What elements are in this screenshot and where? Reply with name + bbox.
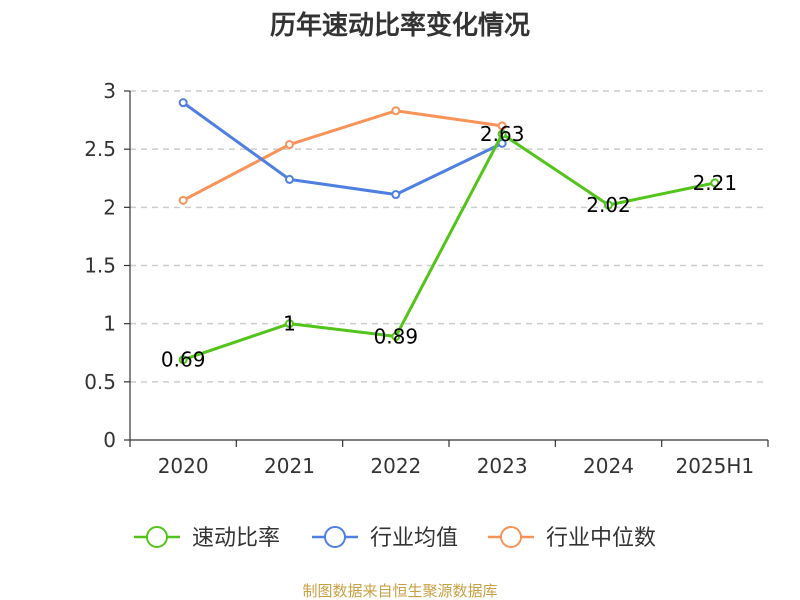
data-label: 2.63 bbox=[480, 122, 525, 146]
data-point[interactable] bbox=[710, 178, 720, 188]
legend[interactable]: 速动比率 行业均值 行业中位数 bbox=[134, 526, 656, 551]
series-line-2 bbox=[182, 109, 503, 202]
data-label: 2.02 bbox=[586, 193, 631, 217]
y-axis-labels: 0 0.5 1 1.5 2 2.5 3 bbox=[84, 79, 116, 452]
data-point[interactable] bbox=[391, 190, 401, 200]
y-tick-label: 2 bbox=[103, 195, 116, 219]
legend-marker bbox=[500, 526, 522, 548]
legend-marker bbox=[146, 526, 168, 548]
series bbox=[178, 98, 720, 365]
data-point[interactable] bbox=[391, 331, 401, 341]
data-labels: 0.69 1 0.89 2.63 2.02 2.21 bbox=[161, 122, 737, 372]
y-tick-label: 0 bbox=[103, 428, 116, 452]
y-tick-label: 1.5 bbox=[84, 254, 116, 278]
x-tick-label: 2024 bbox=[583, 454, 634, 478]
data-point[interactable] bbox=[178, 355, 188, 365]
data-point[interactable] bbox=[178, 98, 188, 108]
y-tick-label: 1 bbox=[103, 312, 116, 336]
legend-label: 速动比率 bbox=[192, 526, 280, 551]
legend-label: 行业中位数 bbox=[546, 526, 656, 551]
legend-item-0[interactable]: 速动比率 bbox=[134, 526, 280, 551]
data-label: 1 bbox=[283, 312, 296, 336]
legend-item-2[interactable]: 行业中位数 bbox=[488, 526, 656, 551]
x-tick-label: 2023 bbox=[477, 454, 528, 478]
y-tick-label: 0.5 bbox=[84, 370, 116, 394]
legend-item-1[interactable]: 行业均值 bbox=[312, 526, 458, 551]
data-point[interactable] bbox=[285, 174, 294, 184]
y-tick-label: 3 bbox=[103, 79, 116, 103]
series-line-1 bbox=[182, 101, 503, 197]
y-tick-label: 2.5 bbox=[84, 137, 116, 161]
x-tick-label: 2020 bbox=[158, 454, 209, 478]
data-label: 0.89 bbox=[374, 324, 419, 348]
x-tick-label: 2021 bbox=[264, 454, 315, 478]
chart-title: 历年速动比率变化情况 bbox=[270, 10, 530, 41]
data-point[interactable] bbox=[604, 200, 613, 210]
data-label: 0.69 bbox=[161, 348, 206, 372]
data-point[interactable] bbox=[285, 319, 294, 329]
series-line-0 bbox=[182, 132, 716, 362]
axes bbox=[124, 90, 769, 447]
data-point[interactable] bbox=[497, 121, 507, 131]
data-point[interactable] bbox=[391, 106, 401, 116]
x-axis-labels: 2020 2021 2022 2023 2024 2025H1 bbox=[158, 454, 754, 478]
x-tick-label: 2025H1 bbox=[675, 454, 754, 478]
data-point[interactable] bbox=[285, 140, 294, 150]
source-note: 制图数据来自恒生聚源数据库 bbox=[302, 582, 497, 600]
data-point[interactable] bbox=[497, 129, 507, 139]
grid bbox=[130, 90, 768, 383]
data-label: 2.21 bbox=[693, 171, 738, 195]
data-point[interactable] bbox=[178, 195, 188, 205]
legend-label: 行业均值 bbox=[370, 526, 458, 551]
legend-marker bbox=[324, 526, 346, 548]
x-tick-label: 2022 bbox=[370, 454, 421, 478]
